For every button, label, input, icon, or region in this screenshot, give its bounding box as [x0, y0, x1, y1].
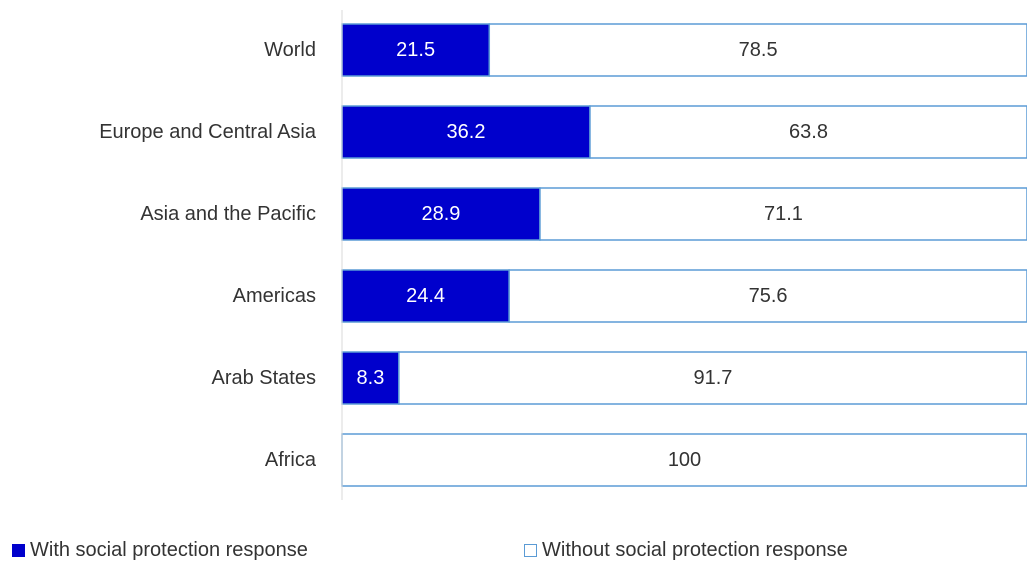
chart: World Europe and Central Asia Asia and the… [99, 10, 1027, 500]
legend: With social protection response Without … [0, 535, 1027, 565]
category-label-africa: Africa [265, 449, 317, 471]
legend-label-without: Without social protection response [542, 539, 848, 561]
value-label-world-series-0: 21.5 [396, 39, 435, 61]
value-label-arab-states-series-1: 91.7 [693, 367, 732, 389]
value-label-arab-states-series-0: 8.3 [357, 367, 385, 389]
value-label-asia-and-the-pacific-series-0: 28.9 [422, 203, 461, 225]
value-label-europe-and-central-asia-series-1: 63.8 [789, 121, 828, 143]
category-label-americas: Americas [233, 285, 316, 307]
bar-arab-states-series-1 [398, 351, 1027, 405]
bar-asia-and-the-pacific-series-0 [341, 187, 541, 241]
category-label-world: World [264, 39, 316, 61]
category-labels: World Europe and Central Asia Asia and the… [99, 39, 317, 471]
bar-asia-and-the-pacific-series-1 [539, 187, 1027, 241]
bar-world-series-0 [341, 23, 491, 77]
value-label-asia-and-the-pacific-series-1: 71.1 [764, 203, 803, 225]
value-label-americas-series-0: 24.4 [406, 285, 445, 307]
legend-swatch-with [12, 544, 25, 557]
bar-arab-states-series-0 [341, 351, 400, 405]
legend-item-with: With social protection response [12, 539, 308, 562]
bars [341, 23, 1027, 487]
value-label-world-series-1: 78.5 [739, 39, 778, 61]
bar-world-series-1 [488, 23, 1027, 77]
value-labels: 21.5 78.5 36.2 63.8 28.9 71.1 24.4 75.6 8.3 91.7 1… [357, 39, 828, 471]
legend-swatch-without [524, 544, 537, 557]
category-label-asia-and-the-pacific: Asia and the Pacific [140, 203, 316, 225]
legend-label-with: With social protection response [30, 539, 308, 561]
legend-item-without: Without social protection response [524, 539, 848, 562]
value-label-europe-and-central-asia-series-0: 36.2 [447, 121, 486, 143]
bar-americas-series-1 [508, 269, 1027, 323]
bar-europe-and-central-asia-series-1 [589, 105, 1027, 159]
value-label-africa-series-1: 100 [668, 449, 701, 471]
category-label-arab-states: Arab States [211, 367, 316, 389]
category-label-europe-and-central-asia: Europe and Central Asia [99, 121, 317, 143]
bar-africa-series-1 [341, 433, 1027, 487]
bar-europe-and-central-asia-series-0 [341, 105, 591, 159]
value-label-americas-series-1: 75.6 [749, 285, 788, 307]
